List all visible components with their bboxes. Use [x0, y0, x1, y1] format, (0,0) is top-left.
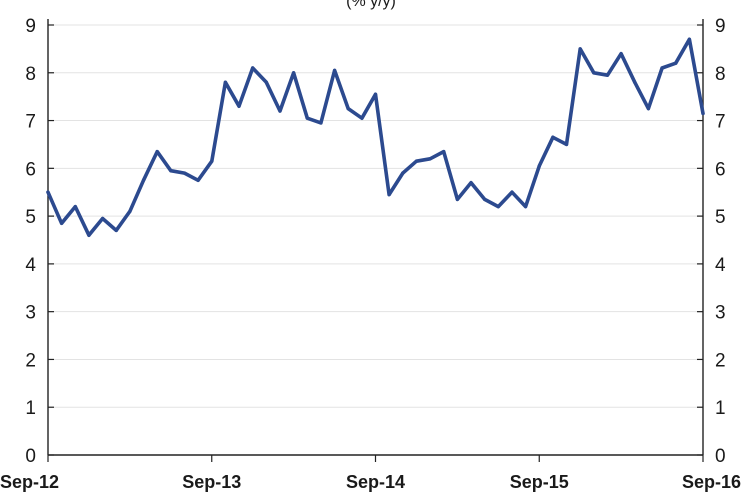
- data-point: [455, 197, 459, 201]
- data-point: [469, 181, 473, 185]
- data-point: [87, 233, 91, 237]
- data-point: [251, 66, 255, 70]
- x-tick-label: Sep-12: [0, 472, 59, 492]
- y-tick-label-right: 9: [715, 16, 726, 37]
- y-tick-label-left: 4: [25, 255, 36, 276]
- y-tick-label-right: 6: [715, 159, 726, 180]
- data-point: [155, 150, 159, 154]
- data-point: [100, 216, 105, 221]
- series-line: [46, 37, 705, 237]
- series-layer: [46, 37, 705, 237]
- x-tick-label: Sep-14: [346, 472, 405, 492]
- y-tick-label-right: 5: [715, 207, 726, 228]
- data-point: [537, 164, 541, 168]
- y-tick-label-left: 5: [25, 207, 36, 228]
- data-point: [169, 169, 173, 173]
- data-point: [551, 135, 555, 139]
- data-point: [141, 178, 146, 182]
- data-point: [373, 92, 378, 96]
- data-point: [128, 209, 132, 213]
- y-tick-label-left: 0: [25, 446, 36, 467]
- gridlines: [48, 24, 703, 408]
- data-point: [346, 107, 350, 111]
- data-point: [701, 111, 705, 115]
- x-axis-ticks: Sep-12 Sep-13 Sep-14 Sep-15 Sep-16: [0, 455, 741, 492]
- data-point: [237, 104, 241, 108]
- data-point: [264, 80, 268, 84]
- y-tick-label-left: 8: [25, 64, 36, 85]
- data-point: [182, 171, 187, 175]
- chart-title: (% y/y): [346, 0, 396, 10]
- data-point: [73, 204, 77, 209]
- y-tick-label-left: 1: [25, 398, 36, 419]
- x-tick-label: Sep-16: [682, 472, 741, 492]
- y-tick-label-left: 6: [25, 159, 36, 180]
- y-tick-label-right: 3: [715, 303, 726, 324]
- data-point: [660, 66, 664, 70]
- data-point: [428, 157, 432, 161]
- x-tick-label: Sep-15: [510, 472, 569, 492]
- data-point: [60, 221, 64, 225]
- data-point: [674, 61, 678, 65]
- data-point: [646, 107, 651, 111]
- data-point: [578, 47, 582, 51]
- data-point: [496, 204, 500, 209]
- y-tick-label-right: 8: [715, 64, 726, 85]
- data-point: [524, 204, 528, 209]
- data-point: [592, 71, 596, 75]
- y-tick-label-right: 1: [715, 398, 726, 419]
- y-tick-label-left: 9: [25, 16, 36, 37]
- data-point: [223, 80, 227, 84]
- data-point: [442, 150, 446, 154]
- axes: [47, 19, 704, 456]
- y-tick-label-left: 3: [25, 303, 36, 324]
- data-point: [210, 159, 214, 163]
- data-point: [319, 121, 323, 125]
- data-point: [114, 228, 118, 233]
- data-point: [414, 159, 419, 163]
- left-axis-ticks: 0 1 2 3 4 5 6 7 8 9: [25, 16, 54, 467]
- data-point: [633, 80, 637, 84]
- data-point: [332, 68, 337, 72]
- data-point: [196, 178, 200, 182]
- right-axis-ticks: 0 1 2 3 4 5 6 7 8 9: [697, 16, 726, 467]
- y-tick-label-right: 4: [715, 255, 726, 276]
- data-point: [687, 37, 691, 41]
- data-point: [305, 116, 309, 120]
- data-point: [278, 109, 282, 113]
- y-tick-label-right: 2: [715, 350, 726, 371]
- y-tick-label-right: 7: [715, 112, 726, 133]
- data-point: [510, 190, 514, 194]
- data-point: [619, 52, 623, 56]
- data-point: [564, 142, 569, 147]
- data-point: [292, 71, 296, 75]
- data-point: [483, 197, 487, 201]
- y-tick-label-left: 2: [25, 350, 36, 371]
- y-tick-label-left: 7: [25, 112, 36, 133]
- data-point: [360, 116, 364, 120]
- x-tick-label: Sep-13: [182, 472, 241, 492]
- y-tick-label-right: 0: [715, 446, 726, 467]
- data-point: [46, 190, 50, 194]
- data-point: [401, 171, 405, 175]
- data-point: [387, 193, 391, 197]
- data-point: [605, 73, 610, 77]
